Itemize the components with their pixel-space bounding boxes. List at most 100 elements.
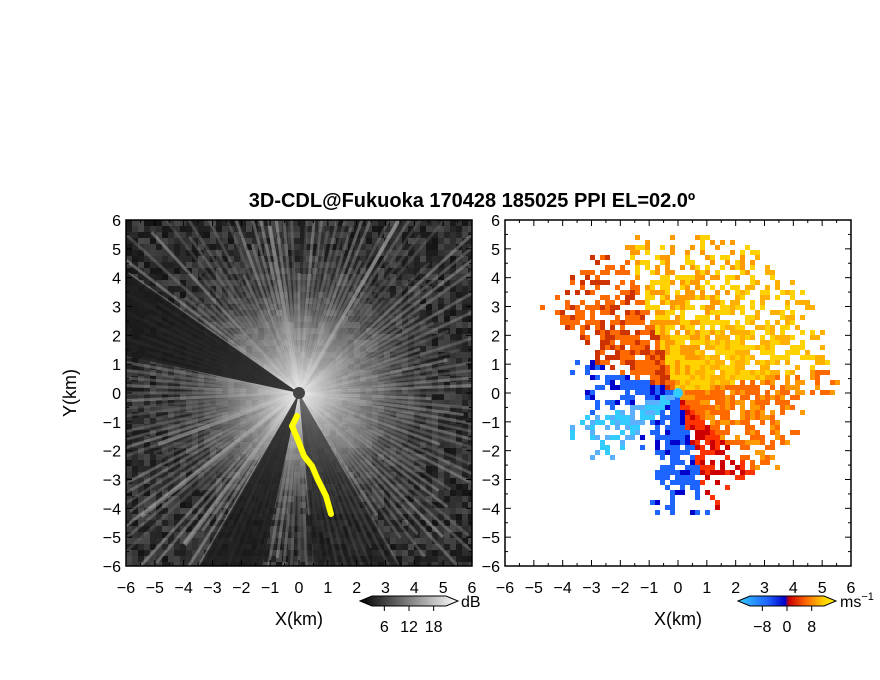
- velocity-cell: [745, 245, 750, 250]
- noise-cell: [414, 484, 420, 490]
- velocity-cell: [655, 410, 660, 415]
- velocity-cell: [735, 400, 740, 405]
- velocity-cell: [565, 320, 570, 325]
- noise-cell: [138, 550, 144, 556]
- velocity-cell: [785, 340, 790, 345]
- velocity-cell: [720, 400, 725, 405]
- noise-cell: [444, 526, 450, 532]
- velocity-cell: [605, 345, 610, 350]
- noise-cell: [192, 256, 198, 262]
- velocity-cell: [645, 310, 650, 315]
- noise-cell: [456, 448, 462, 454]
- noise-cell: [462, 226, 468, 232]
- velocity-cell: [650, 400, 655, 405]
- velocity-cell: [675, 400, 680, 405]
- velocity-cell: [620, 265, 625, 270]
- velocity-cell: [745, 345, 750, 350]
- noise-cell: [144, 244, 150, 250]
- velocity-cell: [775, 420, 780, 425]
- velocity-cell: [620, 375, 625, 380]
- noise-cell: [468, 292, 472, 298]
- noise-cell: [156, 496, 162, 502]
- noise-cell: [288, 238, 294, 244]
- velocity-cell: [740, 385, 745, 390]
- noise-cell: [444, 508, 450, 514]
- velocity-cell: [665, 375, 670, 380]
- velocity-cell: [775, 280, 780, 285]
- noise-cell: [258, 238, 264, 244]
- noise-cell: [456, 382, 462, 388]
- noise-cell: [462, 556, 468, 562]
- velocity-cell: [570, 320, 575, 325]
- noise-cell: [408, 538, 414, 544]
- velocity-cell: [705, 410, 710, 415]
- noise-cell: [216, 256, 222, 262]
- noise-cell: [204, 268, 210, 274]
- velocity-cell: [740, 455, 745, 460]
- noise-cell: [126, 538, 132, 544]
- noise-cell: [444, 364, 450, 370]
- velocity-cell: [740, 440, 745, 445]
- velocity-cell: [740, 460, 745, 465]
- noise-cell: [444, 430, 450, 436]
- velocity-cell: [690, 395, 695, 400]
- noise-cell: [186, 556, 192, 562]
- noise-cell: [192, 550, 198, 556]
- noise-cell: [138, 244, 144, 250]
- velocity-cell: [690, 280, 695, 285]
- noise-cell: [150, 454, 156, 460]
- velocity-cell: [745, 470, 750, 475]
- velocity-cell: [580, 310, 585, 315]
- velocity-cell: [755, 450, 760, 455]
- noise-cell: [174, 526, 180, 532]
- velocity-cell: [640, 435, 645, 440]
- velocity-cell: [670, 325, 675, 330]
- noise-cell: [420, 544, 426, 550]
- velocity-cell: [730, 390, 735, 395]
- noise-cell: [180, 550, 186, 556]
- noise-cell: [204, 520, 210, 526]
- noise-cell: [420, 484, 426, 490]
- velocity-cell: [770, 395, 775, 400]
- noise-cell: [174, 238, 180, 244]
- noise-cell: [192, 232, 198, 238]
- noise-cell: [336, 244, 342, 250]
- noise-cell: [414, 244, 420, 250]
- velocity-cell: [750, 400, 755, 405]
- noise-cell: [462, 454, 468, 460]
- noise-cell: [264, 232, 270, 238]
- velocity-cell: [760, 295, 765, 300]
- velocity-cell: [795, 365, 800, 370]
- velocity-cell: [685, 400, 690, 405]
- velocity-cell: [785, 290, 790, 295]
- noise-cell: [456, 478, 462, 484]
- noise-cell: [132, 262, 138, 268]
- velocity-cell: [700, 435, 705, 440]
- velocity-cell: [735, 265, 740, 270]
- noise-cell: [408, 544, 414, 550]
- velocity-cell: [785, 390, 790, 395]
- noise-cell: [150, 238, 156, 244]
- noise-cell: [432, 268, 438, 274]
- noise-cell: [144, 544, 150, 550]
- velocity-cell: [695, 285, 700, 290]
- velocity-cell: [785, 320, 790, 325]
- velocity-cell: [685, 300, 690, 305]
- velocity-cell: [695, 365, 700, 370]
- noise-cell: [186, 286, 192, 292]
- velocity-cell: [690, 390, 695, 395]
- noise-cell: [174, 274, 180, 280]
- velocity-cell: [720, 345, 725, 350]
- velocity-cell: [615, 330, 620, 335]
- velocity-cell: [685, 445, 690, 450]
- noise-cell: [420, 268, 426, 274]
- noise-cell: [450, 346, 456, 352]
- noise-cell: [408, 508, 414, 514]
- velocity-cell: [755, 310, 760, 315]
- velocity-cell: [690, 345, 695, 350]
- noise-cell: [162, 502, 168, 508]
- noise-cell: [432, 460, 438, 466]
- velocity-cell: [665, 350, 670, 355]
- velocity-cell: [595, 260, 600, 265]
- velocity-cell: [705, 330, 710, 335]
